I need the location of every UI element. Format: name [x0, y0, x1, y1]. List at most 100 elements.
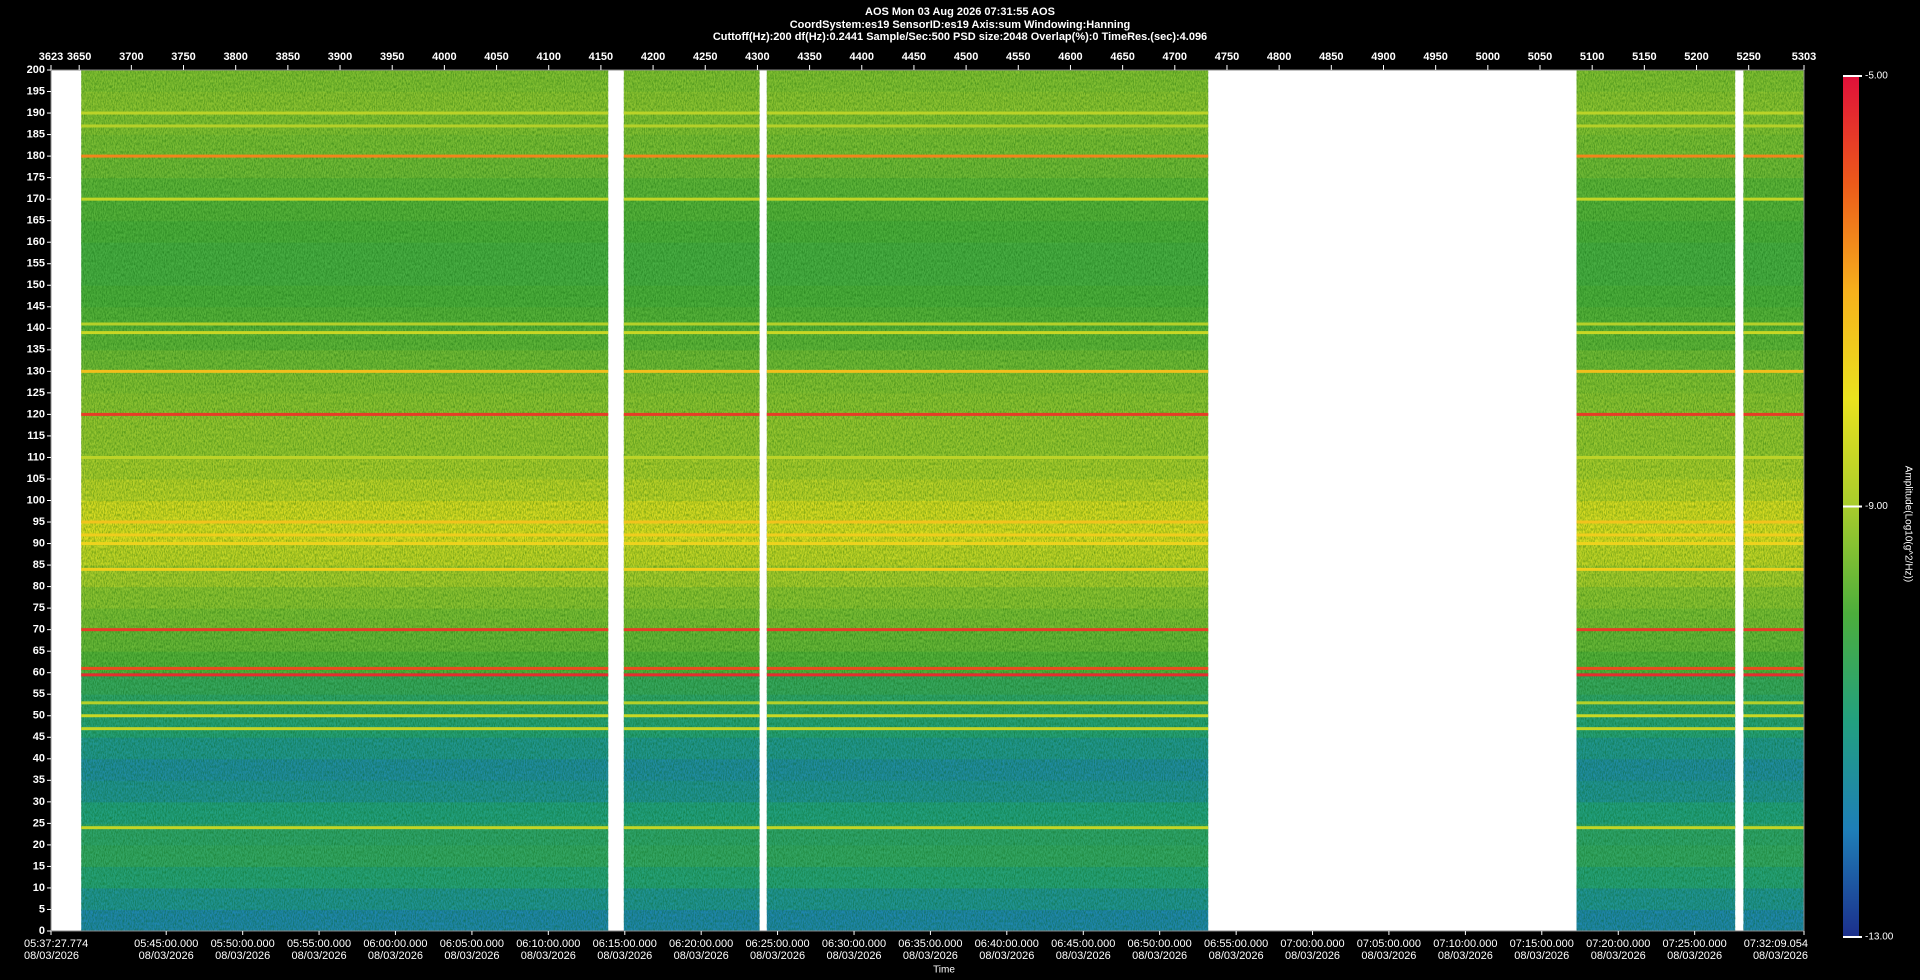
time-tick-label: 06:20:00.000 — [669, 938, 733, 950]
time-tick-date: 08/03/2026 — [674, 950, 729, 962]
time-tick-label: 07:05:00.000 — [1357, 938, 1421, 950]
frequency-line — [623, 727, 760, 731]
data-segment — [1743, 70, 1804, 932]
frequency-line — [1576, 322, 1736, 326]
time-tick-date: 08/03/2026 — [521, 950, 576, 962]
frequency-line — [623, 322, 760, 326]
frequency-line — [623, 455, 760, 459]
frequency-line — [81, 369, 609, 373]
y-tick-label: 40 — [33, 753, 45, 765]
x-tick-label: 4300 — [745, 51, 769, 63]
time-tick-label: 07:20:00.000 — [1586, 938, 1650, 950]
frequency-line — [623, 197, 760, 201]
noise-texture — [1576, 70, 1736, 931]
frequency-line — [1743, 628, 1804, 632]
x-tick-label: 4600 — [1058, 51, 1082, 63]
frequency-line — [81, 331, 609, 335]
y-tick-label: 50 — [33, 710, 45, 722]
frequency-line — [766, 628, 1209, 632]
x-tick-label: 4350 — [797, 51, 821, 63]
frequency-line — [1743, 455, 1804, 459]
frequency-line — [766, 533, 1209, 537]
subtitle: Cuttoff(Hz):200 df(Hz):0.2441 Sample/Sec… — [713, 31, 1207, 43]
time-tick-date: 08/03/2026 — [1056, 950, 1111, 962]
y-tick-label: 180 — [27, 150, 45, 162]
frequency-line — [623, 111, 760, 115]
y-tick-label: 20 — [33, 839, 45, 851]
frequency-line — [766, 542, 1209, 546]
noise-texture — [766, 70, 1209, 931]
x-tick-label: 5150 — [1632, 51, 1656, 63]
y-tick-label: 30 — [33, 796, 45, 808]
time-tick-label: 06:45:00.000 — [1051, 938, 1115, 950]
y-tick-label: 60 — [33, 667, 45, 679]
x-tick-label: 4650 — [1110, 51, 1134, 63]
x-tick-label: 4950 — [1423, 51, 1447, 63]
frequency-line — [81, 673, 609, 677]
time-tick-label: 05:37:27.774 — [24, 938, 88, 950]
y-tick-label: 150 — [27, 279, 45, 291]
frequency-line — [1576, 520, 1736, 524]
time-tick-date: 08/03/2026 — [1361, 950, 1416, 962]
y-tick-label: 200 — [27, 64, 45, 76]
x-tick-label: 4550 — [1006, 51, 1030, 63]
x-tick-label: 5200 — [1684, 51, 1708, 63]
frequency-line — [81, 714, 609, 718]
frequency-line — [766, 673, 1209, 677]
time-tick-date: 08/03/2026 — [215, 950, 270, 962]
frequency-line — [766, 666, 1209, 670]
x-tick-label: 3750 — [171, 51, 195, 63]
frequency-line — [766, 714, 1209, 718]
frequency-line — [81, 154, 609, 158]
y-tick-label: 140 — [27, 322, 45, 334]
x-tick-label: 4850 — [1319, 51, 1343, 63]
x-tick-label: 3650 — [67, 51, 91, 63]
time-tick-date: 08/03/2026 — [24, 950, 79, 962]
time-tick-label: 06:00:00.000 — [363, 938, 427, 950]
x-tick-label: 4800 — [1267, 51, 1291, 63]
frequency-line — [81, 826, 609, 830]
frequency-line — [81, 124, 609, 128]
frequency-line — [766, 455, 1209, 459]
frequency-line — [1743, 124, 1804, 128]
time-tick-label: 07:10:00.000 — [1433, 938, 1497, 950]
y-tick-label: 165 — [27, 215, 45, 227]
x-tick-label: 3850 — [276, 51, 300, 63]
frequency-line — [81, 455, 609, 459]
frequency-line — [1576, 628, 1736, 632]
time-tick-label: 07:15:00.000 — [1510, 938, 1574, 950]
frequency-line — [766, 154, 1209, 158]
y-tick-label: 85 — [33, 559, 45, 571]
frequency-line — [1743, 666, 1804, 670]
x-tick-label: 4500 — [954, 51, 978, 63]
y-tick-label: 155 — [27, 258, 45, 270]
y-tick-label: 45 — [33, 731, 45, 743]
time-tick-label: 06:50:00.000 — [1128, 938, 1192, 950]
time-tick-label: 06:30:00.000 — [822, 938, 886, 950]
frequency-line — [1576, 111, 1736, 115]
x-tick-label: 5100 — [1580, 51, 1604, 63]
frequency-line — [1743, 567, 1804, 571]
frequency-line — [623, 567, 760, 571]
frequency-line — [81, 701, 609, 705]
y-tick-label: 130 — [27, 365, 45, 377]
frequency-line — [766, 111, 1209, 115]
frequency-line — [1576, 154, 1736, 158]
frequency-line — [623, 826, 760, 830]
y-tick-label: 55 — [33, 688, 45, 700]
time-tick-date: 08/03/2026 — [444, 950, 499, 962]
time-tick-date: 08/03/2026 — [1753, 950, 1808, 962]
x-axis-label: Time — [933, 965, 955, 976]
data-segment — [1576, 70, 1736, 932]
time-tick-label: 07:00:00.000 — [1280, 938, 1344, 950]
time-tick-date: 08/03/2026 — [1438, 950, 1493, 962]
frequency-line — [1743, 154, 1804, 158]
y-tick-label: 120 — [27, 408, 45, 420]
title: AOS Mon 03 Aug 2026 07:31:55 AOS — [865, 6, 1055, 18]
x-tick-label: 5050 — [1528, 51, 1552, 63]
time-tick-label: 05:45:00.000 — [134, 938, 198, 950]
x-tick-label: 3950 — [380, 51, 404, 63]
frequency-line — [81, 533, 609, 537]
y-tick-label: 110 — [27, 451, 45, 463]
